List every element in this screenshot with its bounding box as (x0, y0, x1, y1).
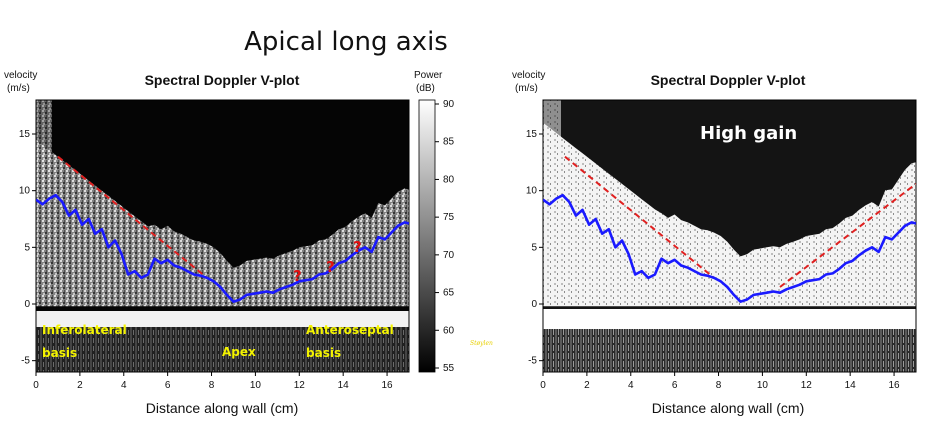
left-xtick-label: 12 (294, 380, 306, 391)
right-negative-noise (543, 329, 916, 372)
right-xtick-label: 10 (757, 380, 769, 391)
right-spectrum-fill (543, 122, 916, 307)
left-edge-noise (36, 100, 52, 200)
colorbar-label-line1: Power (414, 70, 443, 81)
right-dashed-envelope-line (779, 183, 916, 288)
right-spectrogram (543, 100, 916, 372)
left-chart-title: Spectral Doppler V-plot (145, 72, 300, 88)
left-xtick-label: 8 (209, 380, 215, 391)
left-annotation-basis-1: basis (42, 346, 77, 360)
left-xtick-label: 2 (77, 380, 83, 391)
left-xlabel: Distance along wall (cm) (146, 400, 299, 416)
left-dashed-envelope-line (57, 155, 208, 279)
colorbar-tick-label: 90 (443, 99, 455, 110)
right-xtick-label: 14 (845, 380, 857, 391)
left-ylabel-line2: (m/s) (7, 83, 30, 94)
left-annotation-basis-2: basis (306, 346, 341, 360)
right-ytick-label: 10 (526, 186, 538, 197)
right-ylabel-line1: velocity (512, 70, 545, 81)
colorbar-ticks: 55 60 65 70 75 80 85 90 (435, 99, 455, 374)
colorbar-tick-label: 55 (443, 363, 455, 374)
left-annotation-inferolateral: Inferolateral (42, 323, 127, 337)
left-ytick-label: -5 (21, 356, 30, 367)
right-xtick-label: 4 (628, 380, 634, 391)
left-spectrum-fill (36, 139, 409, 307)
left-plot-frame (35, 99, 410, 373)
right-xtick-label: 16 (888, 380, 900, 391)
right-dashed-envelope-line (564, 155, 715, 279)
left-xtick-label: 10 (250, 380, 262, 391)
page-title: Apical long axis (244, 27, 448, 57)
left-spectrogram (36, 100, 409, 372)
left-chart: Spectral Doppler V-plot velocity (m/s) 0… (4, 70, 410, 416)
left-annotation-apex: Apex (222, 345, 256, 359)
right-ytick-label: -5 (528, 356, 537, 367)
right-axes: 0 2 4 6 8 10 12 14 16 -5 0 5 10 15 (526, 129, 900, 391)
right-xtick-label: 2 (584, 380, 590, 391)
left-question-mark-2: ? (326, 258, 335, 276)
right-xtick-label: 6 (672, 380, 678, 391)
right-ytick-label: 15 (526, 129, 538, 140)
left-ytick-label: 10 (19, 186, 31, 197)
colorbar-tick-label: 60 (443, 325, 455, 336)
left-negative-noise (36, 327, 409, 372)
left-xtick-label: 0 (33, 380, 39, 391)
left-question-mark-3: ? (353, 238, 362, 256)
colorbar-gradient (418, 99, 436, 373)
right-xtick-label: 8 (716, 380, 722, 391)
right-zero-band (543, 309, 916, 329)
left-velocity-series-line (36, 193, 409, 304)
left-xtick-label: 6 (165, 380, 171, 391)
right-chart: Spectral Doppler V-plot velocity (m/s) 0… (512, 70, 917, 416)
right-annotation-high-gain: High gain (700, 123, 797, 144)
right-edge-noise (543, 100, 561, 190)
right-xtick-label: 0 (540, 380, 546, 391)
left-axes: 0 2 4 6 8 10 12 14 16 -5 0 5 10 15 (19, 129, 393, 391)
right-plot-frame (542, 99, 917, 373)
colorbar: Power (dB) 55 60 65 70 75 80 85 90 Støylen (414, 70, 493, 374)
left-marks (36, 155, 409, 304)
signature: Støylen (470, 340, 493, 347)
left-annotation-anteroseptal: Anteroseptal (306, 323, 394, 337)
left-xtick-label: 4 (121, 380, 127, 391)
left-question-mark-1: ? (293, 267, 302, 285)
right-ytick-label: 5 (531, 242, 537, 253)
left-ytick-label: 0 (24, 299, 30, 310)
left-xtick-label: 14 (338, 380, 350, 391)
left-xtick-label: 16 (381, 380, 393, 391)
left-ytick-label: 5 (24, 242, 30, 253)
colorbar-tick-label: 65 (443, 288, 455, 299)
colorbar-label-line2: (dB) (416, 83, 435, 94)
left-zero-band (36, 311, 409, 327)
right-marks (543, 155, 916, 304)
colorbar-tick-label: 75 (443, 212, 455, 223)
right-ylabel-line2: (m/s) (515, 83, 538, 94)
right-xlabel: Distance along wall (cm) (652, 400, 805, 416)
colorbar-tick-label: 70 (443, 250, 455, 261)
right-velocity-series-line (543, 193, 916, 304)
right-ytick-label: 0 (531, 299, 537, 310)
left-ylabel-line1: velocity (4, 70, 37, 81)
left-ytick-label: 15 (19, 129, 31, 140)
colorbar-tick-label: 80 (443, 174, 455, 185)
right-xtick-label: 12 (801, 380, 813, 391)
colorbar-tick-label: 85 (443, 137, 455, 148)
right-chart-title: Spectral Doppler V-plot (651, 72, 806, 88)
